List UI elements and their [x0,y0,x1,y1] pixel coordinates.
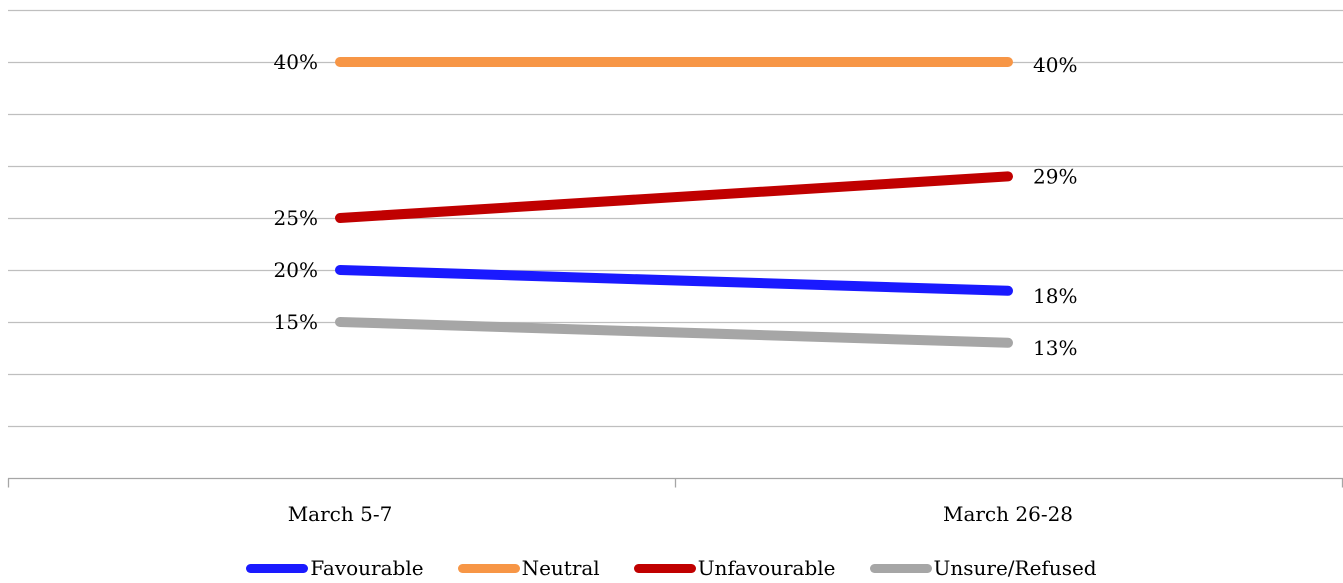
data-label: 20% [274,258,318,282]
series-line-unsure-refused [335,317,1013,348]
x-tick-label: March 26-28 [943,502,1073,526]
series-line-favourable [335,265,1013,296]
legend-item: Neutral [457,556,600,580]
legend-label: Unfavourable [697,556,836,580]
legend: Favourable Neutral Unfavourable Unsure/Refu… [0,553,1343,583]
data-label: 13% [1033,336,1077,360]
data-label: 15% [274,310,318,334]
data-label: 40% [274,50,318,74]
data-labels: 20% 18% 40% 40% 25% 29% 15% 13% [274,50,1078,360]
legend-item: Unsure/Refused [869,556,1097,580]
x-tick-labels: March 5-7 March 26-28 [288,502,1073,526]
data-label: 18% [1033,284,1077,308]
data-label: 40% [1033,53,1077,77]
legend-swatch [869,563,932,573]
data-label: 25% [274,206,318,230]
gridlines [8,9,1343,428]
legend-swatch [246,563,309,573]
legend-item: Unfavourable [633,556,836,580]
legend-swatch [633,563,696,573]
legend-swatch [457,563,520,573]
x-axis [7,477,1343,488]
legend-item: Favourable [246,556,424,580]
series-lines [335,57,1013,348]
series-line-unfavourable [335,171,1013,223]
legend-label: Favourable [310,556,424,580]
x-tick-label: March 5-7 [288,502,393,526]
legend-label: Neutral [521,556,600,580]
data-label: 29% [1033,164,1077,188]
legend-label: Unsure/Refused [933,556,1097,580]
